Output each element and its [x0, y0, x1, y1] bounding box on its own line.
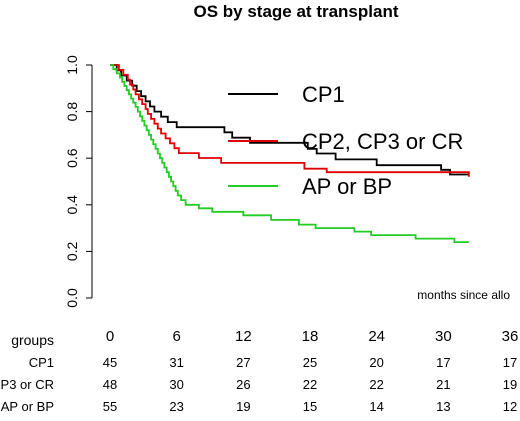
- x-tick-label-1: 6: [172, 328, 180, 345]
- risk-cell-1-1: 30: [169, 377, 183, 392]
- risk-cell-1-2: 26: [236, 377, 250, 392]
- risk-cell-0-1: 31: [169, 355, 183, 370]
- x-tick-label-3: 18: [302, 328, 319, 345]
- y-tick-label-3: 0.6: [64, 148, 80, 168]
- risk-cell-0-6: 17: [503, 355, 517, 370]
- risk-cell-2-4: 14: [369, 399, 383, 414]
- chart-axes: 0.0 0.2 0.4 0.6 0.8 1.0: [64, 55, 93, 308]
- risk-cell-1-5: 21: [436, 377, 450, 392]
- risk-row-label-1: CP2, CP3 or CR: [0, 377, 54, 392]
- chart-title: OS by stage at transplant: [194, 2, 399, 21]
- risk-cell-0-3: 25: [303, 355, 317, 370]
- y-tick-label-2: 0.4: [64, 195, 80, 215]
- risk-table-header: groups: [11, 332, 54, 348]
- x-tick-label-5: 30: [435, 328, 452, 345]
- risk-cell-2-0: 55: [103, 399, 117, 414]
- series-line-0: [110, 64, 469, 176]
- y-tick-label-5: 1.0: [64, 55, 80, 75]
- series-line-2: [110, 64, 469, 243]
- y-tick-label-1: 0.2: [64, 241, 80, 261]
- risk-cell-2-5: 13: [436, 399, 450, 414]
- risk-cell-0-5: 17: [436, 355, 450, 370]
- risk-row-label-2: AP or BP: [1, 399, 54, 414]
- risk-cell-0-2: 27: [236, 355, 250, 370]
- risk-cell-0-0: 45: [103, 355, 117, 370]
- y-tick-label-0: 0.0: [64, 288, 80, 308]
- legend-label-0: CP1: [302, 82, 345, 107]
- x-tick-label-4: 24: [368, 328, 385, 345]
- legend-label-1: CP2, CP3 or CR: [302, 129, 463, 154]
- risk-row-label-0: CP1: [29, 355, 54, 370]
- series-line-1: [110, 64, 470, 177]
- x-tick-label-6: 36: [502, 328, 519, 345]
- risk-cell-2-2: 19: [236, 399, 250, 414]
- risk-table: groups 0 6 12 18 24 30 36 CP1 45 31 27 25 20 17 17 CP2, …: [0, 328, 518, 414]
- risk-cell-1-3: 22: [303, 377, 317, 392]
- y-tick-label-4: 0.8: [64, 102, 80, 122]
- risk-cell-2-1: 23: [169, 399, 183, 414]
- x-tick-label-0: 0: [106, 328, 114, 345]
- risk-cell-1-6: 19: [503, 377, 517, 392]
- x-axis-label: months since allo: [417, 288, 510, 302]
- x-tick-label-2: 12: [235, 328, 252, 345]
- risk-cell-0-4: 20: [369, 355, 383, 370]
- risk-cell-1-4: 22: [369, 377, 383, 392]
- risk-cell-1-0: 48: [103, 377, 117, 392]
- risk-cell-2-6: 12: [503, 399, 517, 414]
- risk-cell-2-3: 15: [303, 399, 317, 414]
- series-layer: [110, 64, 470, 243]
- chart-legend: CP1 CP2, CP3 or CR AP or BP: [228, 82, 463, 199]
- legend-label-2: AP or BP: [302, 174, 392, 199]
